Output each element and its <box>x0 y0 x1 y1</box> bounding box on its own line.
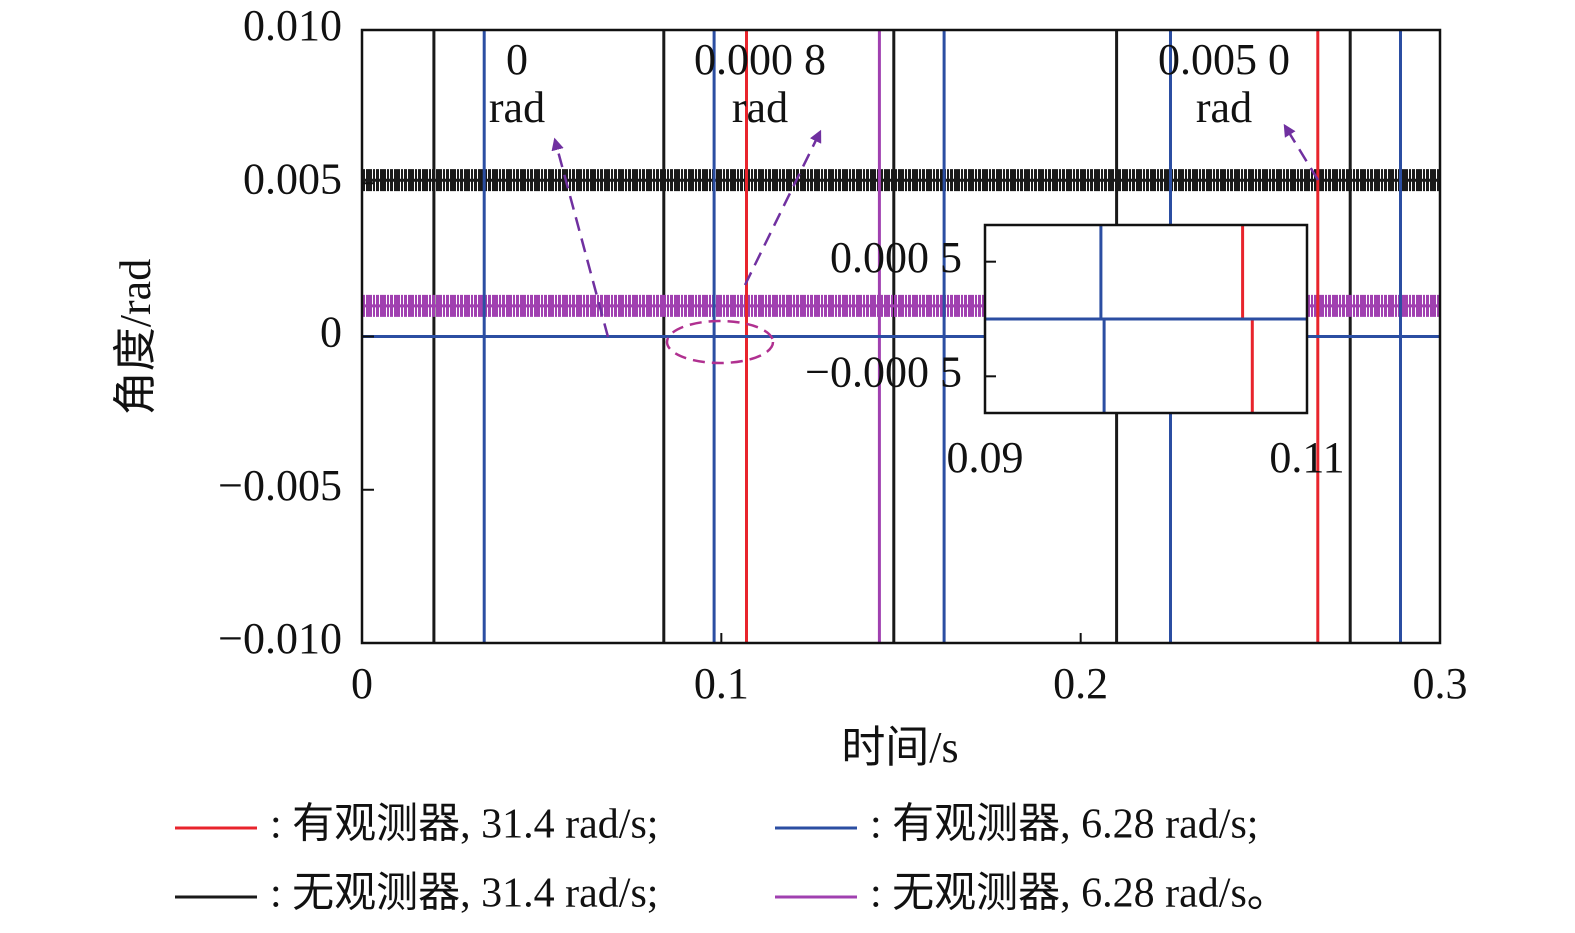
inset-x-tick-label: 0.11 <box>1269 433 1344 482</box>
annotation: rad <box>1196 83 1252 132</box>
annotation: rad <box>732 83 788 132</box>
legend-label: : 无观测器, 31.4 rad/s; <box>270 871 658 917</box>
x-tick-label: 0.1 <box>694 659 749 708</box>
x-axis-label: 时间/s <box>841 723 958 772</box>
arrow <box>551 137 610 338</box>
y-tick-label: −0.005 <box>218 461 342 510</box>
legend-label: : 有观测器, 31.4 rad/s; <box>270 802 658 848</box>
inset-y-tick-label: 0.000 5 <box>830 233 962 282</box>
highlight-ellipse <box>665 319 775 365</box>
legend-label: : 有观测器, 6.28 rad/s; <box>870 802 1258 848</box>
y-tick-label: 0.010 <box>243 1 342 50</box>
x-tick-label: 0.3 <box>1413 659 1468 708</box>
annotations <box>551 123 1320 365</box>
arrow <box>1283 123 1320 181</box>
y-tick-label: −0.010 <box>218 614 342 663</box>
x-tick-label: 0.2 <box>1053 659 1108 708</box>
annotation: 0 <box>506 35 528 84</box>
inset-plot <box>985 225 1307 413</box>
y-tick-label: 0.005 <box>243 154 342 203</box>
y-axis-label: 角度/rad <box>111 259 160 415</box>
annotation: rad <box>489 83 545 132</box>
y-tick-label: 0 <box>320 308 342 357</box>
inset-frame <box>983 223 1309 415</box>
inset-line <box>985 225 1307 413</box>
legend-label: : 无观测器, 6.28 rad/s。 <box>870 871 1289 917</box>
annotation: 0.000 8 <box>694 35 826 84</box>
inset-x-tick-label: 0.09 <box>947 433 1024 482</box>
annotation: 0.005 0 <box>1158 35 1290 84</box>
arrow <box>743 129 822 286</box>
x-tick-label: 0 <box>351 659 373 708</box>
inset-y-tick-label: −0.000 5 <box>805 347 962 396</box>
series-line <box>362 30 1440 643</box>
